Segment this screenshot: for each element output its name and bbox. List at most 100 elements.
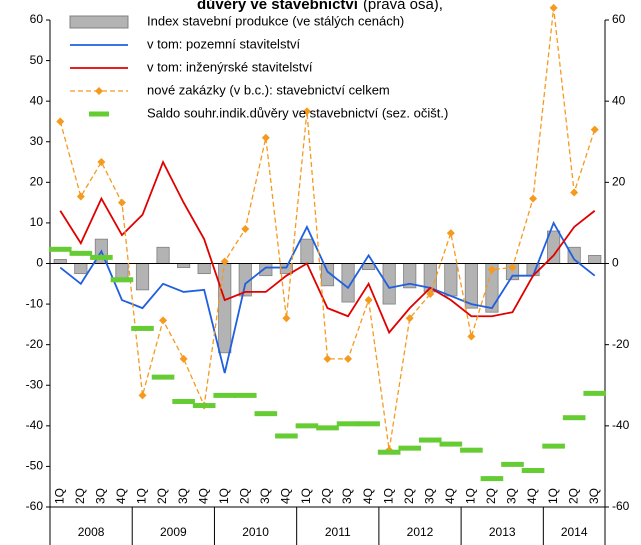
legend-swatch [69,15,129,29]
bar [156,246,170,264]
marker [56,117,65,126]
marker [529,194,538,203]
year-label: 2010 [242,525,269,539]
bar [74,263,88,275]
marker [405,314,414,323]
y-tick-label: 20 [30,175,44,189]
y2-tick-label: 60 [612,12,626,26]
marker [254,411,278,417]
bar [259,263,273,277]
legend-item: v tom: inženýrské stavitelství [70,59,313,74]
legend-label: v tom: inženýrské stavitelství [147,59,313,74]
year-label: 2012 [407,525,434,539]
marker [241,225,250,234]
x-tick-label: 1Q [217,488,231,504]
year-label: 2009 [160,525,187,539]
marker [172,398,195,404]
x-tick-label: 3Q [258,488,272,504]
marker [562,415,586,421]
x-tick-label: 2Q [320,488,334,504]
marker [159,316,168,325]
legend-item: nové zakázky (v b.c.): stavebnictví celk… [70,82,390,97]
marker [302,107,311,116]
y-tick-label: 0 [36,256,43,270]
marker [316,425,339,431]
marker [590,125,599,134]
marker [69,250,93,256]
legend-label: v tom: pozemní stavitelství [147,36,301,51]
marker [76,192,85,201]
y-tick-label: -40 [26,418,44,432]
bar [588,254,602,264]
marker [151,374,175,380]
marker [179,354,188,363]
marker [439,441,463,447]
bar [300,238,314,264]
marker [364,296,373,305]
y2-tick-label: -20 [612,337,630,351]
marker [521,467,545,473]
bar [135,263,150,291]
marker [570,188,579,197]
x-tick-label: 4Q [279,488,293,504]
marker [275,433,298,439]
y-tick-label: 30 [30,134,44,148]
y-tick-label: 10 [30,215,44,229]
title-sub: (pravá osa), [363,0,443,13]
marker [549,3,558,12]
marker [97,158,106,167]
y-tick-label: -20 [26,337,44,351]
marker [295,423,319,429]
x-tick-label: 2Q [402,488,416,504]
x-tick-label: 1Q [299,488,313,504]
bar [218,263,232,354]
bar [53,259,67,264]
y2-tick-label: -60 [612,499,630,513]
marker [261,133,270,142]
line [59,7,596,451]
bar [341,263,355,303]
x-tick-label: 3Q [340,488,354,504]
x-tick-label: 4Q [361,488,375,504]
legend-label: Saldo souhr.indik.důvěry ve stavebnictví… [147,105,448,120]
year-label: 2011 [325,525,351,539]
marker [460,447,483,453]
marker [357,421,380,427]
legend-swatch [89,111,109,117]
year-label: 2008 [78,525,105,539]
x-tick-label: 2Q [155,488,169,504]
marker [583,390,607,396]
bar [197,263,211,275]
bar [567,246,581,264]
y-tick-label: -30 [26,377,44,391]
marker [336,421,360,427]
marker [323,354,332,363]
marker [446,229,455,238]
x-tick-label: 2Q [73,488,87,504]
marker [192,403,216,409]
marker [90,254,113,260]
marker [398,445,422,451]
marker [117,198,126,207]
marker [418,437,442,443]
x-tick-label: 1Q [381,488,395,504]
x-tick-label: 3Q [505,488,519,504]
marker [213,392,237,398]
marker [501,461,524,467]
y-tick-label: 60 [30,12,44,26]
x-tick-label: 3Q [94,488,108,504]
x-tick-label: 2Q [484,488,498,504]
marker [542,443,565,449]
x-tick-label: 4Q [525,488,539,504]
y2-tick-label: 20 [612,175,626,189]
marker [480,476,504,482]
line [59,220,596,374]
x-tick-label: 3Q [176,488,190,504]
title-main: důvěry ve stavebnictví [197,0,359,13]
legend-item: v tom: pozemní stavitelství [70,36,301,51]
legend-label: Index stavební produkce (ve stálých cená… [147,13,404,28]
legend-marker [95,87,103,95]
line [59,159,596,335]
x-tick-label: 4Q [114,488,128,504]
